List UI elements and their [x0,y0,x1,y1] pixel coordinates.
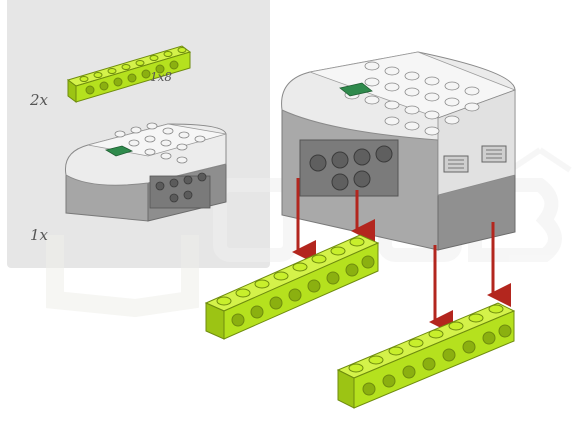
assembly-arrows [292,178,511,334]
lime-technic-beam-left [204,234,380,340]
port-connector-b [481,145,507,163]
technic-hole-panel [299,139,399,197]
port-connector-a [443,155,469,173]
hub-quantity-label: 1x [30,226,49,244]
smarthub [281,51,517,251]
beam-size-label: 1x8 [150,70,173,84]
lime-technic-beam-right [336,302,516,409]
part-smarthub-thumbnail [64,122,227,222]
beam-quantity-label: 2x [30,91,49,109]
part-beam-1x8-thumbnail [66,45,192,103]
